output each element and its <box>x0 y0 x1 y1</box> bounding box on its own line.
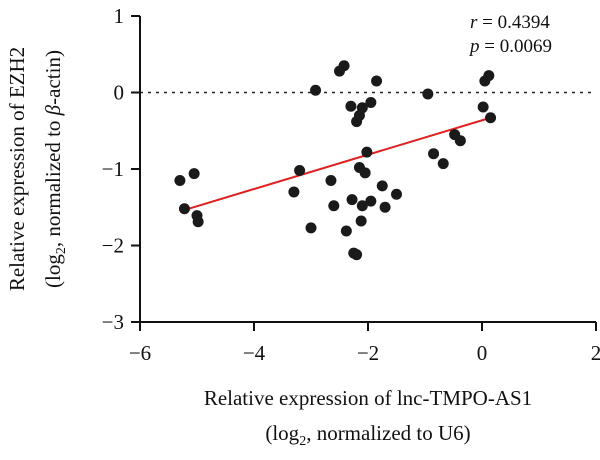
data-point <box>294 165 306 177</box>
y-tick-label: 1 <box>114 4 125 28</box>
y-axis-title-line1: Relative expression of EZH2 <box>5 47 29 291</box>
r-statistic: r = 0.4394 <box>470 12 550 33</box>
x-axis-title-line2: (log2, normalized to U6) <box>265 421 470 449</box>
data-point <box>454 135 466 147</box>
fit-line <box>188 116 491 210</box>
x-tick-label: −2 <box>357 341 379 365</box>
data-point <box>428 148 440 160</box>
axis-ticks: −6 −4 −2 0 2 −3 −2 −1 0 1 <box>102 4 600 365</box>
data-points <box>174 60 497 261</box>
y-tick-label: 0 <box>114 81 125 105</box>
data-point <box>340 225 352 237</box>
data-point <box>437 158 449 170</box>
data-point <box>391 188 402 200</box>
data-point <box>351 249 363 261</box>
data-point <box>477 101 489 113</box>
data-point <box>355 215 367 227</box>
x-axis-title-line1: Relative expression of lnc-TMPO-AS1 <box>204 386 532 410</box>
data-point <box>356 200 368 212</box>
data-point <box>288 186 300 198</box>
y-axis-title-line2: (log2, normalized to β-actin) <box>41 50 69 288</box>
data-point <box>345 100 357 112</box>
data-point <box>376 180 388 192</box>
data-point <box>365 195 377 207</box>
data-point <box>325 174 337 186</box>
data-point <box>379 201 391 213</box>
data-point <box>338 60 350 72</box>
y-tick-label: −3 <box>102 310 124 334</box>
data-point <box>483 70 495 82</box>
data-point <box>188 168 200 180</box>
data-point <box>192 216 204 228</box>
x-tick-label: −6 <box>129 341 151 365</box>
x-tick-label: −4 <box>243 341 266 365</box>
data-point <box>328 200 340 212</box>
data-point <box>346 194 358 206</box>
data-point <box>361 146 373 158</box>
data-point <box>485 112 497 124</box>
data-point <box>174 174 186 186</box>
data-point <box>305 222 317 234</box>
x-tick-label: 2 <box>591 341 600 365</box>
data-point <box>422 88 434 100</box>
data-point <box>365 96 377 108</box>
data-point <box>356 102 368 114</box>
p-statistic: p = 0.0069 <box>468 36 552 57</box>
data-point <box>359 167 371 179</box>
y-tick-label: −1 <box>102 157 124 181</box>
x-tick-label: 0 <box>477 341 488 365</box>
y-tick-label: −2 <box>102 234 124 258</box>
data-point <box>178 203 190 215</box>
data-point <box>371 75 383 87</box>
regression-line <box>188 116 491 210</box>
data-point <box>310 84 322 96</box>
